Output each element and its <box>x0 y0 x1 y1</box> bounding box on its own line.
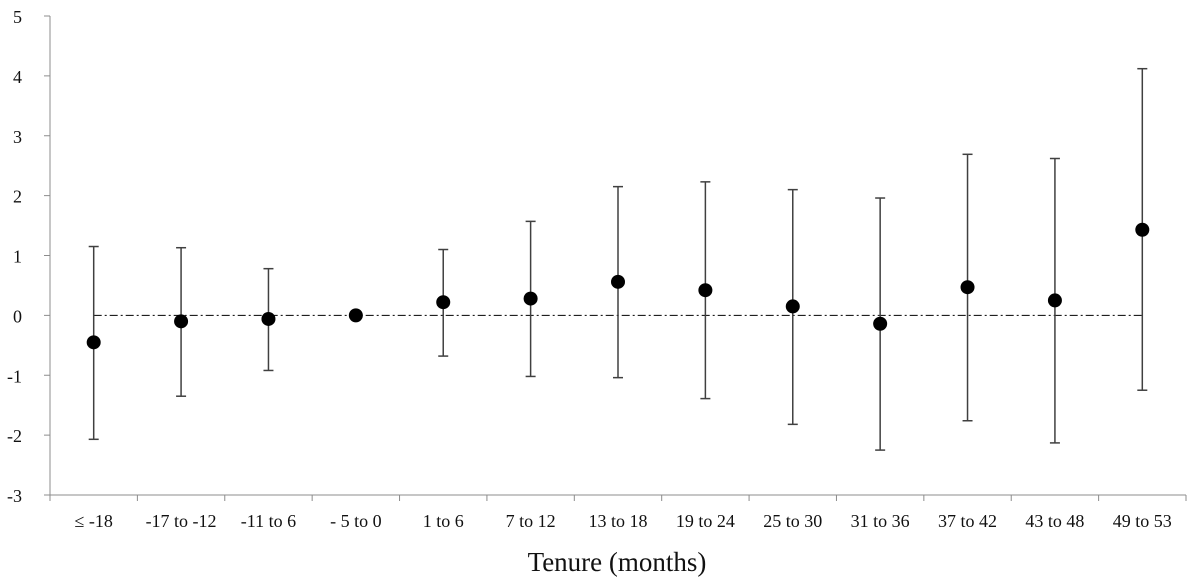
data-point <box>1135 222 1150 237</box>
y-tick-label: -1 <box>7 366 22 386</box>
y-tick-label: -3 <box>7 486 22 506</box>
x-tick-label: - 5 to 0 <box>330 511 382 531</box>
y-tick-label: 4 <box>13 67 22 87</box>
error-bars <box>88 67 1148 451</box>
x-axis: ≤ -18 -17 to -12 -11 to 6 - 5 to 0 1 to 6 7 t… <box>49 494 1187 531</box>
x-tick-label: 43 to 48 <box>1025 511 1084 531</box>
data-point <box>611 274 625 289</box>
data-point <box>523 291 538 306</box>
x-tick-label: 7 to 12 <box>506 511 556 531</box>
data-point <box>873 316 888 331</box>
data-point <box>436 295 451 310</box>
x-tick-label: 49 to 53 <box>1113 511 1172 531</box>
y-tick-label: 3 <box>13 127 22 147</box>
data-point <box>1047 293 1062 308</box>
y-tick-label: 2 <box>13 187 22 207</box>
x-axis-title: Tenure (months) <box>528 547 707 577</box>
data-point <box>261 311 276 326</box>
x-tick-label: 1 to 6 <box>423 511 464 531</box>
y-tick-label: 1 <box>13 247 22 267</box>
data-point <box>348 308 363 323</box>
data-point <box>174 314 189 329</box>
x-tick-label: -11 to 6 <box>241 511 296 531</box>
x-tick-label: 31 to 36 <box>851 511 910 531</box>
y-axis: -3 -2 -1 0 1 2 3 4 5 <box>7 7 51 506</box>
y-tick-label: 5 <box>13 7 22 27</box>
x-tick-label: ≤ -18 <box>75 511 113 531</box>
data-point <box>960 280 975 295</box>
y-tick-label: 0 <box>13 306 22 326</box>
x-tick-label: 13 to 18 <box>588 511 647 531</box>
data-point <box>785 299 800 314</box>
x-tick-label: -17 to -12 <box>146 511 217 531</box>
y-tick-label: -2 <box>7 426 22 446</box>
x-tick-label: 19 to 24 <box>676 511 735 531</box>
data-points <box>86 222 1150 350</box>
data-point <box>698 283 713 298</box>
x-tick-label: 37 to 42 <box>938 511 997 531</box>
data-point <box>86 335 101 350</box>
x-tick-label: 25 to 30 <box>763 511 822 531</box>
